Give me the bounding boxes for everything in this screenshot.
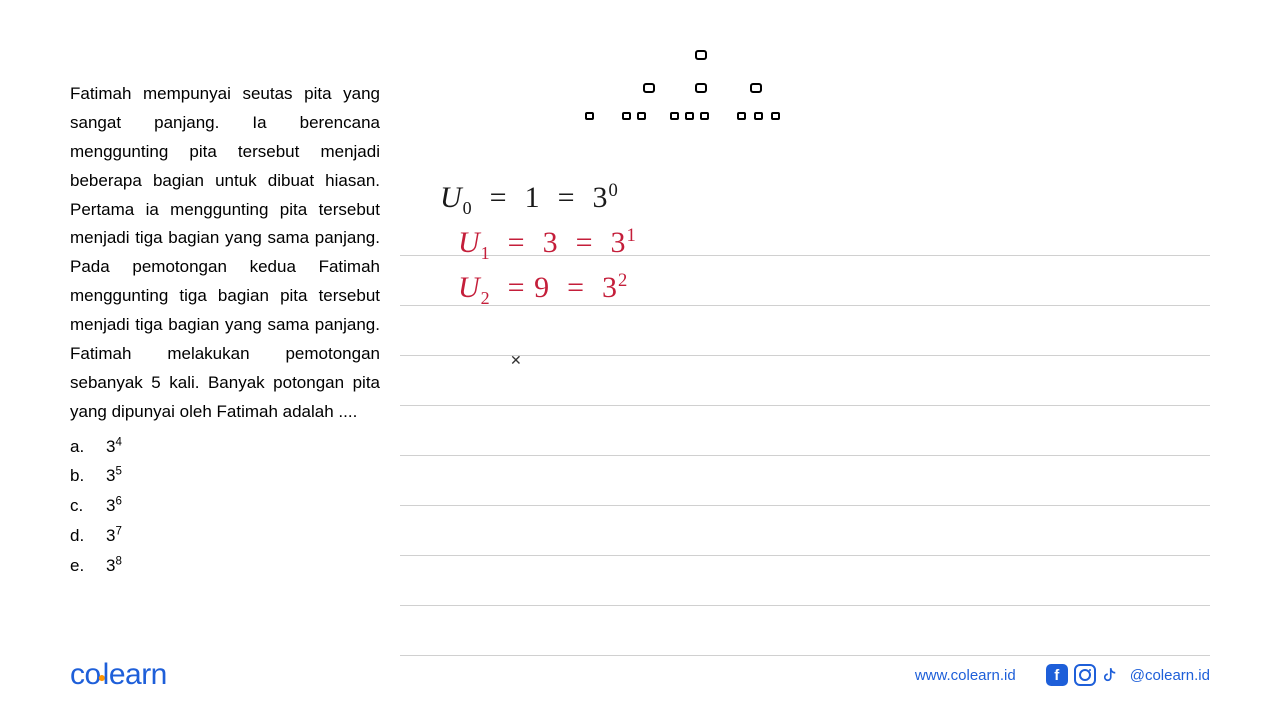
cursor-mark: ✕	[510, 352, 522, 369]
option-c: c. 36	[70, 491, 380, 521]
brand-logo: co●learn	[70, 658, 167, 692]
option-value: 34	[106, 432, 122, 462]
option-a: a. 34	[70, 432, 380, 462]
option-label: d.	[70, 521, 88, 551]
tiktok-icon[interactable]	[1102, 664, 1124, 686]
content-area: Fatimah mempunyai seutas pita yang sanga…	[0, 0, 1280, 640]
option-label: c.	[70, 491, 88, 521]
equation-u2: U2 = 9 = 32	[458, 270, 637, 309]
logo-co: co	[70, 658, 101, 691]
option-label: e.	[70, 551, 88, 581]
diagram-dot	[637, 112, 646, 120]
equations-block: U0 = 1 = 30 U1 = 3 = 31 U2 = 9 = 32	[440, 180, 637, 315]
option-label: b.	[70, 461, 88, 491]
footer-bar: co●learn www.colearn.id f @colearn.id	[0, 658, 1280, 692]
equation-u0: U0 = 1 = 30	[440, 180, 637, 219]
question-panel: Fatimah mempunyai seutas pita yang sanga…	[70, 80, 400, 640]
option-label: a.	[70, 432, 88, 462]
diagram-dot	[685, 112, 694, 120]
website-link[interactable]: www.colearn.id	[915, 667, 1016, 684]
facebook-icon[interactable]: f	[1046, 664, 1068, 686]
diagram-dot	[695, 83, 707, 93]
option-value: 37	[106, 521, 122, 551]
instagram-icon[interactable]	[1074, 664, 1096, 686]
diagram-dot	[700, 112, 709, 120]
option-value: 35	[106, 461, 122, 491]
diagram-dot	[643, 83, 655, 93]
footer-right: www.colearn.id f @colearn.id	[915, 664, 1210, 686]
diagram-dot	[754, 112, 763, 120]
answer-options: a. 34 b. 35 c. 36 d. 37 e. 38	[70, 432, 380, 581]
ruled-lines	[400, 255, 1210, 705]
option-d: d. 37	[70, 521, 380, 551]
option-value: 38	[106, 551, 122, 581]
equation-u1: U1 = 3 = 31	[458, 225, 637, 264]
diagram-dot	[771, 112, 780, 120]
option-value: 36	[106, 491, 122, 521]
diagram-dot	[695, 50, 707, 60]
social-icons: f @colearn.id	[1046, 664, 1210, 686]
pattern-diagram	[500, 50, 800, 140]
diagram-dot	[750, 83, 762, 93]
diagram-dot	[585, 112, 594, 120]
work-panel: U0 = 1 = 30 U1 = 3 = 31 U2 = 9 = 32 ✕	[400, 80, 1210, 640]
social-handle[interactable]: @colearn.id	[1130, 667, 1210, 684]
diagram-dot	[622, 112, 631, 120]
option-b: b. 35	[70, 461, 380, 491]
logo-learn: learn	[103, 658, 167, 691]
question-text: Fatimah mempunyai seutas pita yang sanga…	[70, 80, 380, 427]
diagram-dot	[737, 112, 746, 120]
option-e: e. 38	[70, 551, 380, 581]
diagram-dot	[670, 112, 679, 120]
